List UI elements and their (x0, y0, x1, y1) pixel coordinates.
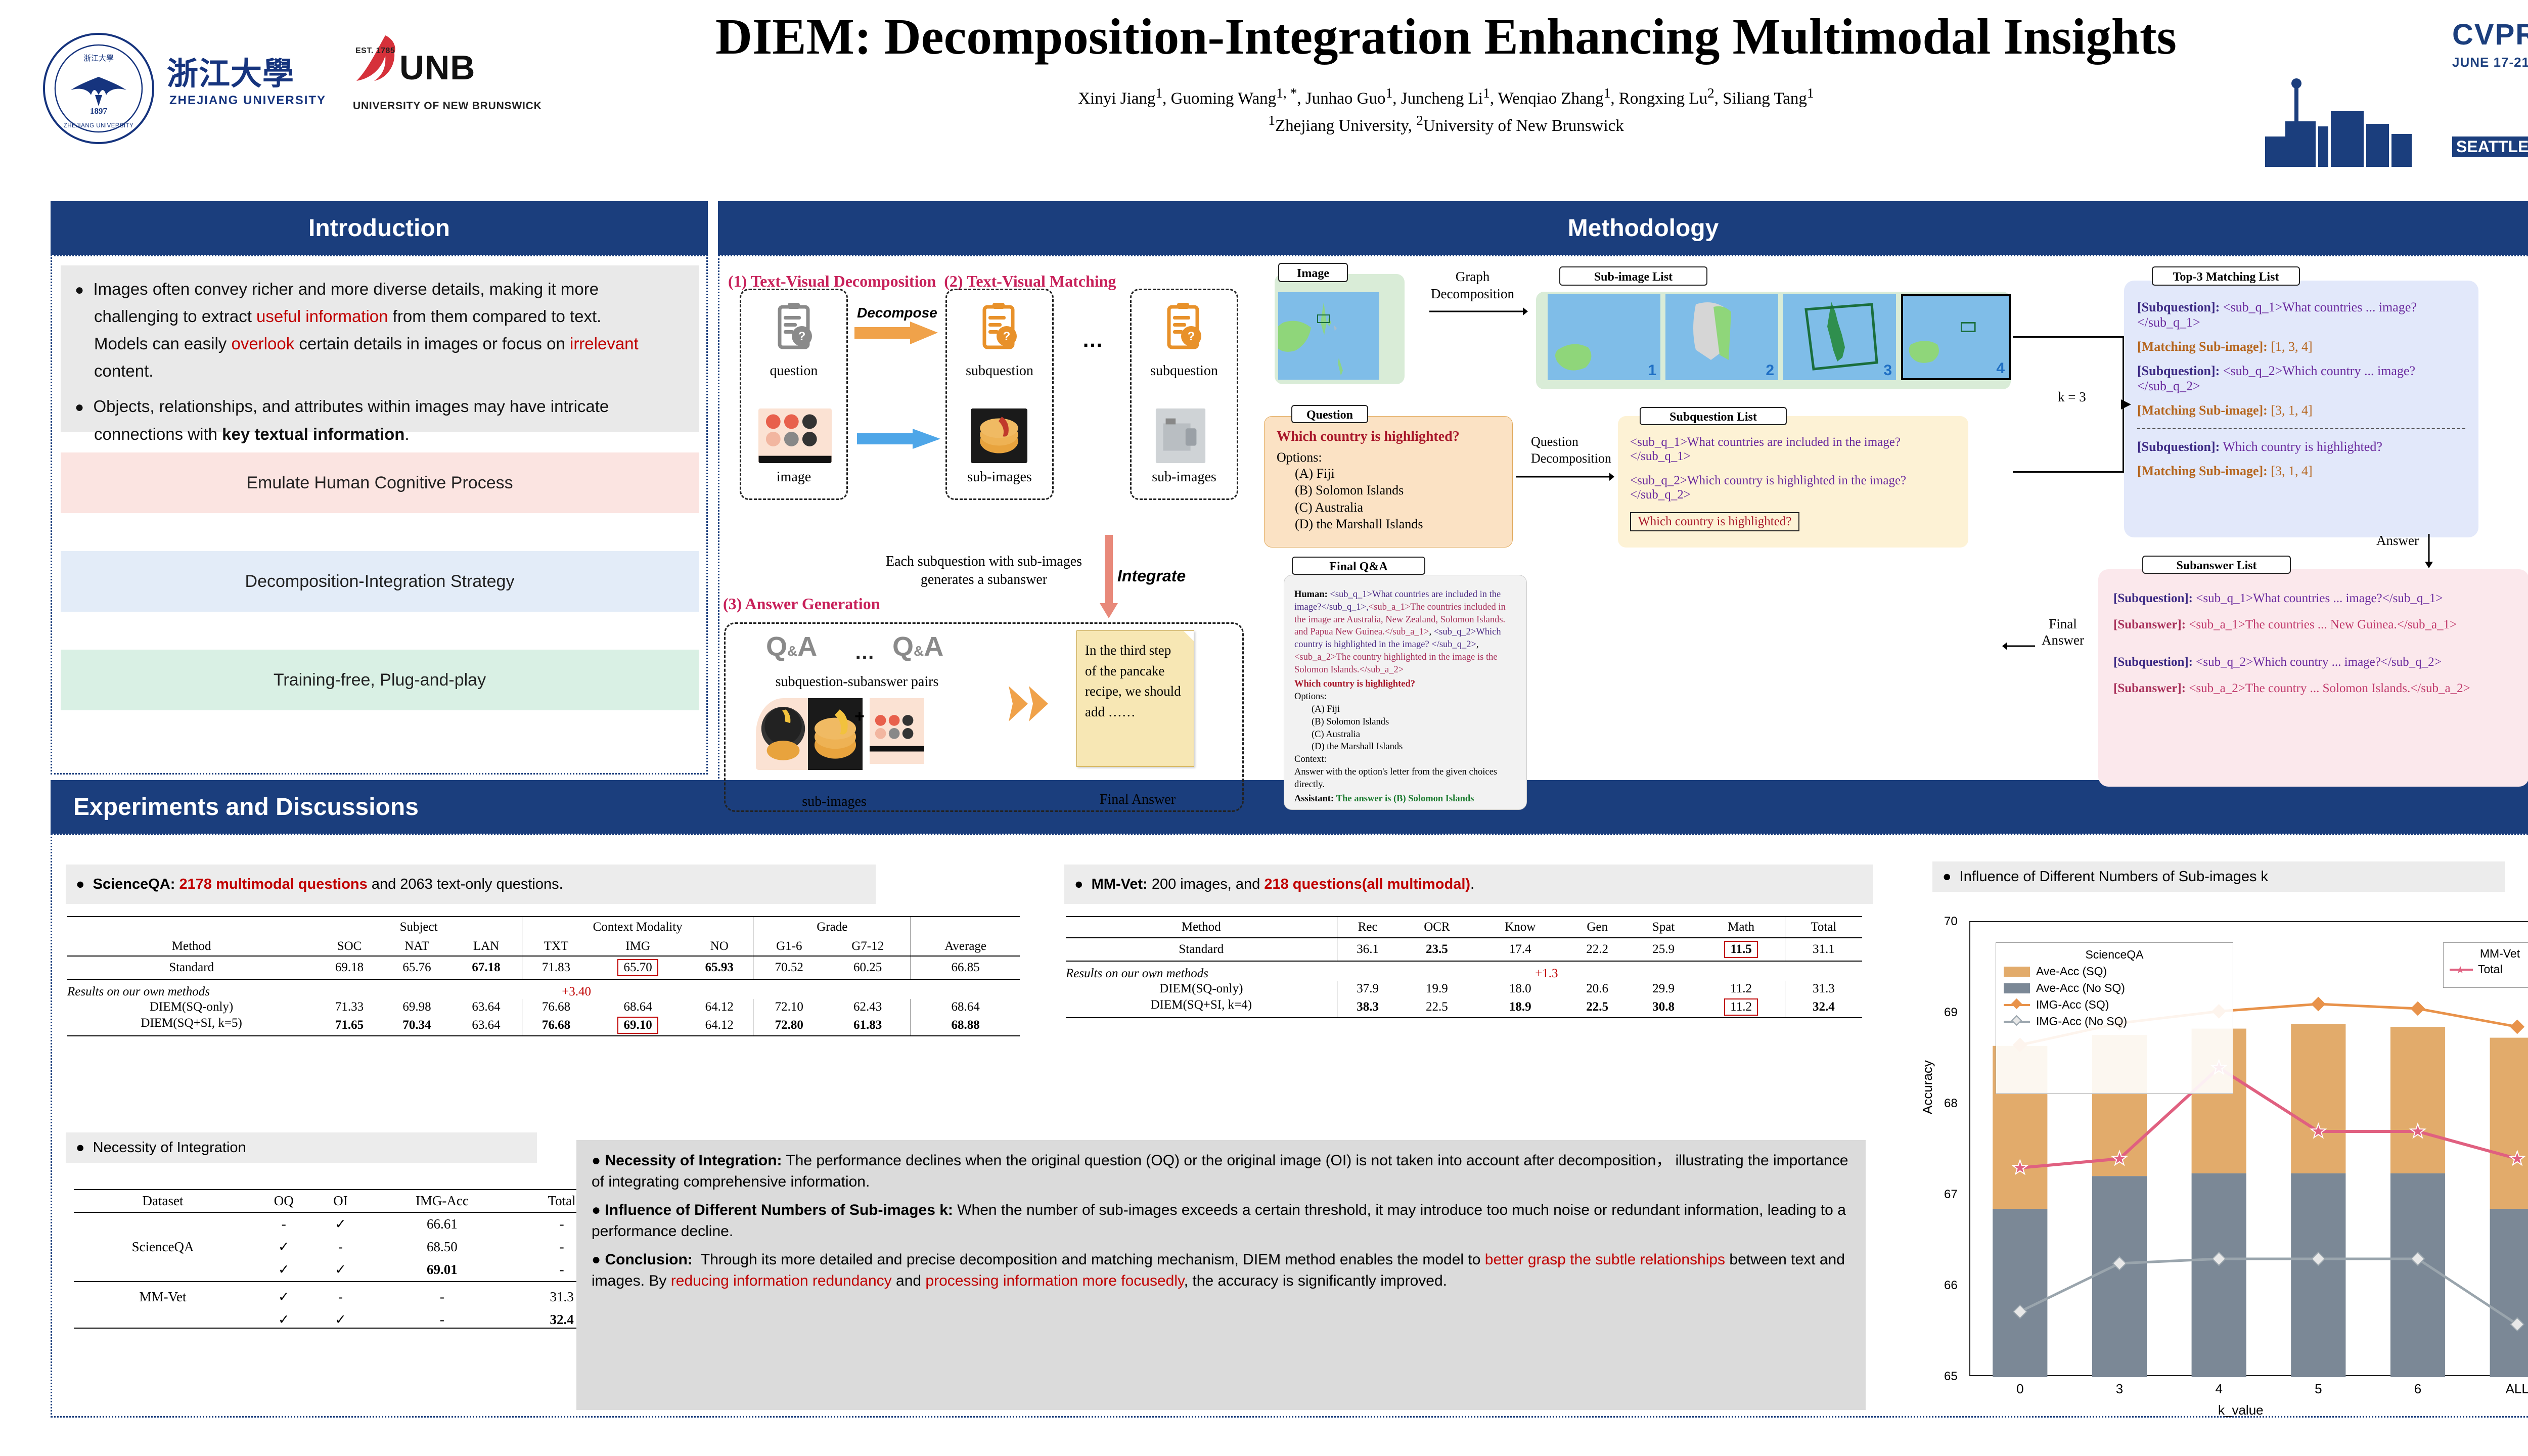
svg-text:浙江大學: 浙江大學 (83, 54, 114, 63)
svg-text:1897: 1897 (90, 106, 108, 116)
svg-text:ZHEJIANG UNIVERSITY: ZHEJIANG UNIVERSITY (64, 123, 134, 129)
svg-text:6: 6 (2414, 1381, 2421, 1396)
svg-text:?: ? (1188, 330, 1195, 343)
svg-text:0: 0 (2016, 1381, 2023, 1396)
svg-text:?: ? (798, 330, 806, 343)
svg-text:3: 3 (2116, 1381, 2123, 1396)
svg-text:?: ? (1003, 330, 1011, 343)
svg-text:4: 4 (2215, 1381, 2222, 1396)
svg-text:ALL: ALL (2506, 1381, 2528, 1396)
svg-text:5: 5 (2315, 1381, 2322, 1396)
